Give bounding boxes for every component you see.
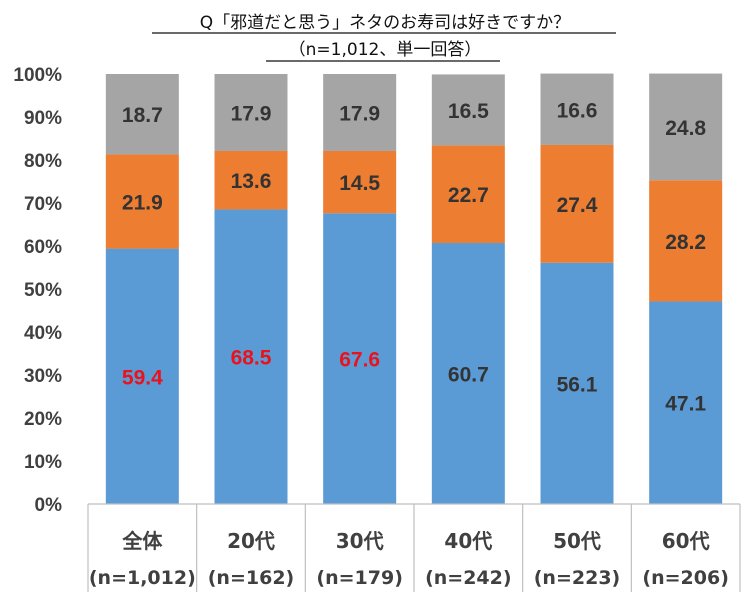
data-label: 16.5 bbox=[448, 100, 489, 123]
data-label: 28.2 bbox=[665, 231, 706, 254]
bar-segment bbox=[540, 262, 614, 504]
x-category-label: 60代 bbox=[662, 529, 710, 553]
data-label: 67.6 bbox=[339, 349, 380, 372]
bar-segment bbox=[214, 150, 288, 210]
data-label: 17.9 bbox=[339, 102, 380, 125]
x-sample-size-label: (n=179) bbox=[316, 567, 402, 589]
y-tick-label: 90% bbox=[24, 108, 62, 129]
bar-segment bbox=[105, 74, 179, 155]
y-tick-label: 100% bbox=[13, 65, 62, 86]
data-label: 22.7 bbox=[448, 184, 489, 207]
bar-segment bbox=[431, 74, 505, 146]
x-sample-size-label: (n=162) bbox=[208, 567, 294, 589]
data-label: 17.9 bbox=[231, 102, 272, 125]
data-label: 47.1 bbox=[665, 393, 706, 416]
bar-segment bbox=[431, 145, 505, 243]
chart-title: Q「邪道だと思う」ネタのお寿司は好きですか？ bbox=[200, 13, 570, 33]
data-label: 14.5 bbox=[339, 172, 380, 195]
data-label: 59.4 bbox=[122, 366, 163, 389]
data-label: 56.1 bbox=[557, 373, 598, 396]
bar-segment bbox=[105, 154, 179, 249]
chart-subtitle: （n=1,012、単一回答） bbox=[289, 40, 482, 60]
x-axis bbox=[87, 503, 741, 592]
y-tick-label: 20% bbox=[24, 409, 62, 430]
x-sample-size-label: (n=1,012) bbox=[89, 567, 196, 589]
x-axis-labels: 全体 (n=1,012) 20代 (n=162) 30代 (n=179) 40代 (n=242… bbox=[89, 529, 729, 589]
x-category-label: 40代 bbox=[444, 529, 492, 553]
x-sample-size-label: (n=206) bbox=[642, 567, 728, 589]
bar-segment bbox=[323, 213, 397, 504]
data-label: 18.7 bbox=[122, 104, 163, 127]
x-category-label: 20代 bbox=[227, 529, 275, 553]
data-label: 27.4 bbox=[557, 194, 598, 217]
bar-segment bbox=[540, 144, 614, 263]
bar-segment bbox=[105, 248, 179, 504]
y-tick-label: 10% bbox=[24, 452, 62, 473]
bar-segment bbox=[214, 74, 288, 151]
data-label: 60.7 bbox=[448, 363, 489, 386]
bars bbox=[105, 73, 723, 505]
y-tick-label: 60% bbox=[24, 237, 62, 258]
x-category-label: 全体 bbox=[121, 529, 163, 553]
bar-segment bbox=[323, 74, 397, 151]
data-label: 68.5 bbox=[231, 347, 272, 370]
bar-segment bbox=[649, 301, 723, 504]
data-label: 13.6 bbox=[231, 170, 272, 193]
y-tick-label: 30% bbox=[24, 366, 62, 387]
data-label: 21.9 bbox=[122, 191, 163, 214]
bar-segment bbox=[323, 150, 397, 214]
x-category-label: 50代 bbox=[553, 529, 601, 553]
x-sample-size-label: (n=242) bbox=[425, 567, 511, 589]
y-tick-label: 50% bbox=[24, 280, 62, 301]
y-tick-label: 40% bbox=[24, 323, 62, 344]
data-label: 16.6 bbox=[557, 99, 598, 122]
bar-segment bbox=[540, 73, 614, 145]
y-tick-label: 80% bbox=[24, 151, 62, 172]
x-sample-size-label: (n=223) bbox=[534, 567, 620, 589]
bar-segment bbox=[649, 73, 723, 181]
x-category-label: 30代 bbox=[336, 529, 384, 553]
data-labels: 59.4 21.9 18.7 68.5 13.6 17.9 67.6 14.5 17.9 60.7… bbox=[122, 99, 707, 415]
y-tick-label: 70% bbox=[24, 194, 62, 215]
bar-segment bbox=[214, 209, 288, 504]
y-tick-label: 0% bbox=[35, 495, 63, 516]
data-label: 24.8 bbox=[665, 117, 706, 140]
bar-segment bbox=[649, 180, 723, 302]
y-axis-ticks: 0% 10% 20% 30% 40% 50% 60% 70% 80% 90% 100% bbox=[13, 65, 62, 516]
bar-segment bbox=[431, 242, 505, 505]
